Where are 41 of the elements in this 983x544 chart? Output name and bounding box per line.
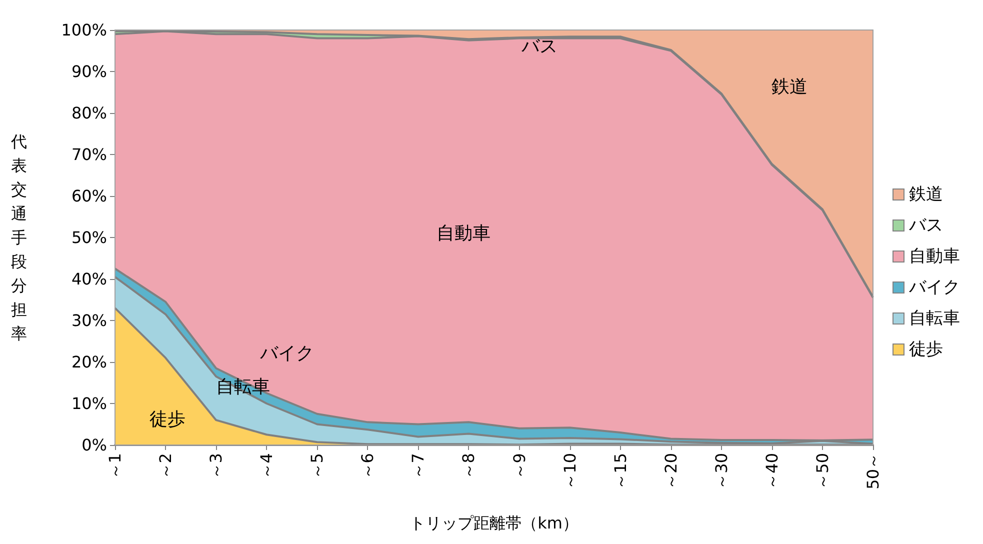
y-tick-label: 20% bbox=[71, 352, 107, 372]
y-tick-label: 30% bbox=[71, 311, 107, 330]
legend-label: バス bbox=[908, 216, 943, 236]
y-tick-label: 0% bbox=[82, 436, 107, 454]
x-tick-label: ～10 bbox=[560, 453, 580, 490]
x-tick-label: ～2 bbox=[156, 453, 176, 480]
y-tick-label: 60% bbox=[71, 186, 107, 206]
legend-label: 自転車 bbox=[909, 308, 960, 328]
y-tick-label: 100% bbox=[61, 20, 107, 40]
x-tick-label: ～15 bbox=[610, 453, 630, 490]
text: バイク bbox=[260, 343, 314, 364]
legend-label: バイク bbox=[908, 278, 960, 298]
x-tick-label: ～8 bbox=[459, 453, 478, 480]
legend-label: 徒歩 bbox=[909, 340, 943, 360]
x-tick-label: ～4 bbox=[257, 453, 276, 480]
x-tick-label: ～30 bbox=[712, 453, 731, 490]
x-tick-label: ～6 bbox=[358, 453, 378, 480]
text: 自転車 bbox=[216, 376, 270, 398]
legend-label: 自動車 bbox=[909, 246, 960, 266]
x-tick-label: ～20 bbox=[661, 453, 680, 490]
y-tick-label: 70% bbox=[71, 145, 107, 164]
x-tick-label: ～3 bbox=[206, 453, 226, 480]
x-tick-label: ～50 bbox=[812, 453, 832, 490]
text: 代表交通手段分担率 bbox=[11, 132, 27, 343]
x-axis-title: トリップ距離帯（km） bbox=[410, 514, 578, 532]
y-tick-label: 50% bbox=[71, 228, 107, 247]
text: バス bbox=[521, 36, 558, 58]
text: 鉄道 bbox=[772, 76, 808, 98]
y-tick-label: 90% bbox=[71, 62, 107, 81]
y-tick-label: 80% bbox=[71, 104, 107, 122]
x-tick-label: ～40 bbox=[762, 453, 782, 490]
y-tick-label: 10% bbox=[71, 394, 107, 413]
x-tick-label: ～7 bbox=[408, 453, 428, 480]
x-tick-label: ～9 bbox=[510, 453, 529, 480]
x-tick-label: ～1 bbox=[106, 453, 124, 480]
text: 徒歩 bbox=[149, 408, 186, 430]
x-tick-label: 50～ bbox=[864, 453, 882, 490]
y-tick-label: 40% bbox=[71, 270, 107, 288]
legend-label: 鉄道 bbox=[909, 184, 943, 204]
text: 自動車 bbox=[436, 222, 491, 244]
x-tick-label: ～5 bbox=[308, 453, 327, 480]
